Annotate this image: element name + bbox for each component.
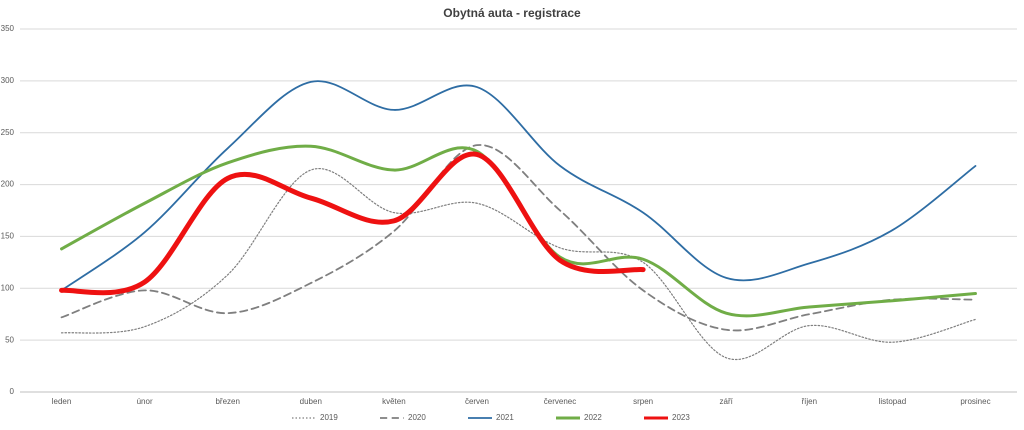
x-tick-label: listopad (879, 397, 907, 406)
series-line (59, 151, 646, 296)
legend-label: 2022 (584, 413, 602, 422)
y-tick-label: 100 (1, 283, 15, 292)
legend-label: 2019 (320, 413, 338, 422)
legend-label: 2023 (672, 413, 690, 422)
x-tick-label: únor (137, 397, 153, 406)
y-tick-label: 300 (1, 76, 15, 85)
y-tick-label: 200 (1, 180, 15, 189)
x-tick-label: říjen (802, 397, 818, 406)
x-tick-label: duben (300, 397, 322, 406)
legend-label: 2020 (408, 413, 426, 422)
x-tick-label: červen (465, 397, 489, 406)
x-tick-label: prosinec (960, 397, 990, 406)
legend-label: 2021 (496, 413, 514, 422)
x-tick-label: srpen (633, 397, 653, 406)
series-line (60, 167, 977, 361)
chart-title: Obytná auta - registrace (443, 6, 581, 20)
y-tick-label: 350 (1, 24, 15, 33)
x-tick-label: červenec (544, 397, 576, 406)
x-tick-label: září (720, 397, 734, 406)
y-tick-label: 150 (1, 232, 15, 241)
x-tick-label: květen (382, 397, 406, 406)
series-line (60, 144, 977, 318)
y-tick-label: 50 (5, 335, 14, 344)
series-line (60, 144, 977, 332)
y-tick-label: 0 (10, 387, 15, 396)
series-line (60, 80, 977, 292)
x-tick-label: leden (52, 397, 72, 406)
x-tick-label: březen (215, 397, 239, 406)
y-tick-label: 250 (1, 128, 15, 137)
